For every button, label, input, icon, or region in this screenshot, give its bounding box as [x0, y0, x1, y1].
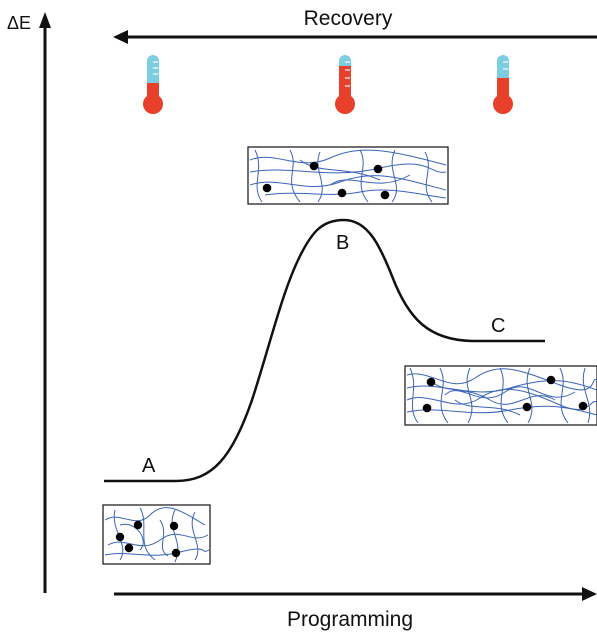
thermometer-icon [143, 55, 163, 114]
thermometer-icon [493, 55, 513, 114]
programming-label: Programming [287, 608, 413, 631]
recovery-label: Recovery [304, 7, 393, 30]
energy-curve [104, 218, 545, 483]
programming-arrow [114, 587, 597, 601]
energy-axis-label: ΔE [7, 13, 31, 33]
state-label-a: A [142, 455, 156, 477]
recovery-arrow [113, 30, 597, 44]
state-label-b: B [336, 232, 349, 254]
polymer-network-c [404, 365, 597, 426]
polymer-network-b [247, 146, 449, 205]
energy-axis [39, 12, 51, 593]
state-label-c: C [491, 315, 505, 337]
thermometer-icon [335, 55, 355, 114]
polymer-network-a [102, 504, 211, 565]
